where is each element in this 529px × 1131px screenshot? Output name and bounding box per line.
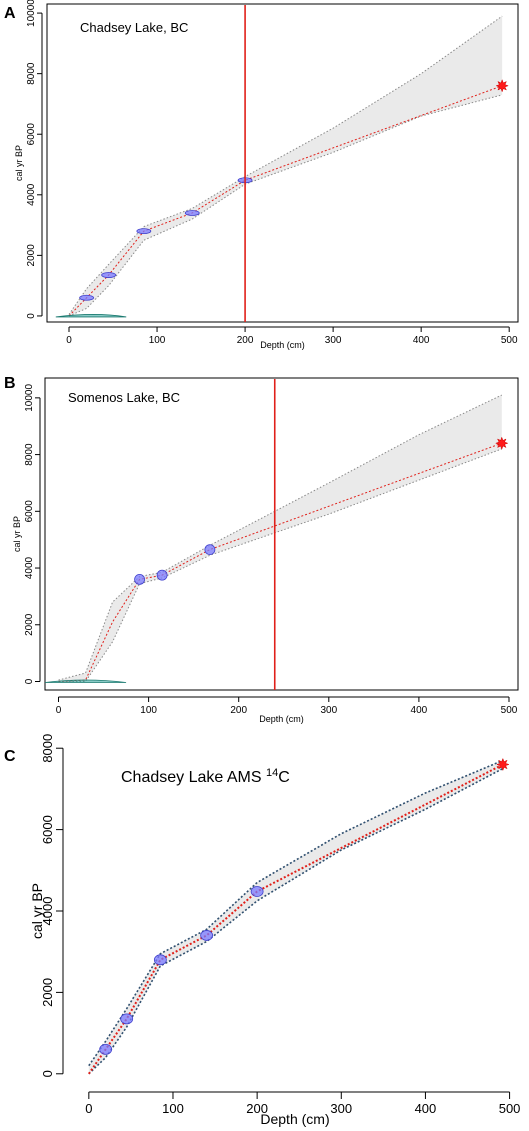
y-tick-label: 0 — [40, 1070, 55, 1077]
x-axis-label: Depth (cm) — [259, 714, 304, 724]
x-tick-label: 200 — [230, 705, 247, 716]
x-axis: 0 100 200 300 400 500 — [56, 696, 518, 716]
dated-sample — [156, 569, 168, 581]
x-tick-label: 200 — [246, 1101, 268, 1116]
y-tick-label: 6000 — [40, 815, 55, 844]
uncertainty-band — [69, 16, 503, 316]
dated-sample — [204, 544, 216, 555]
x-axis-label: Depth (cm) — [260, 340, 305, 350]
median-age-line — [68, 85, 503, 317]
title-superscript: 14 — [266, 767, 278, 779]
surface-age-distribution — [55, 314, 127, 318]
y-axis: 0 2000 4000 6000 8000 10000 — [26, 0, 43, 319]
y-tick-label: 6000 — [26, 123, 37, 146]
basal-age-marker — [495, 79, 509, 93]
upper-bound-line — [58, 394, 502, 681]
y-tick-label: 6000 — [24, 500, 35, 523]
y-tick-label: 8000 — [40, 734, 55, 763]
panel-c: C 0 100 200 300 400 500 Depth (cm) 0 2000 4000 6000… — [4, 734, 520, 1127]
x-tick-label: 500 — [501, 705, 518, 716]
dated-sample — [79, 294, 95, 301]
chart-title: Chadsey Lake, BC — [80, 20, 188, 35]
x-tick-label: 0 — [85, 1101, 92, 1116]
y-tick-label: 10000 — [26, 0, 37, 27]
y-tick-label: 0 — [26, 313, 37, 319]
panel-letter: A — [4, 5, 16, 22]
dated-sample — [153, 954, 167, 966]
dated-sample — [101, 272, 117, 278]
x-tick-label: 100 — [162, 1101, 184, 1116]
upper-bound-line — [88, 759, 504, 1067]
uncertainty-band — [88, 760, 503, 1074]
surface-age-distribution — [44, 679, 127, 683]
y-axis-label: cal yr BP — [29, 883, 45, 939]
y-tick-label: 0 — [24, 678, 35, 684]
dated-sample — [99, 1043, 113, 1055]
y-tick-label: 2000 — [26, 244, 37, 267]
y-tick-label: 8000 — [24, 443, 35, 466]
lower-bound-line — [68, 94, 503, 317]
basal-age-marker — [496, 757, 510, 772]
dated-sample — [250, 886, 264, 897]
y-tick-label: 4000 — [40, 897, 55, 926]
y-axis-label: cal yr BP — [14, 145, 24, 181]
y-axis: 0 2000 4000 6000 8000 — [40, 734, 64, 1077]
x-tick-label: 100 — [140, 705, 157, 716]
plot-frame — [46, 3, 519, 323]
y-tick-label: 10000 — [24, 384, 35, 412]
median-age-line — [88, 763, 504, 1075]
dated-sample — [184, 210, 200, 216]
chart-title: Somenos Lake, BC — [68, 390, 180, 405]
panel-letter: C — [4, 748, 16, 765]
y-axis: 0 2000 4000 6000 8000 10000 — [24, 384, 41, 684]
dated-sample — [120, 1013, 134, 1025]
x-tick-label: 0 — [56, 705, 62, 716]
x-axis: 0 100 200 300 400 500 — [85, 1091, 521, 1116]
dated-sample — [136, 228, 152, 235]
panel-letter: B — [4, 375, 16, 392]
x-axis: 0 100 200 300 400 500 — [66, 326, 518, 346]
dated-sample — [134, 573, 146, 585]
y-tick-label: 2000 — [24, 613, 35, 636]
x-tick-label: 400 — [415, 1101, 437, 1116]
panel-a: A 0 100 200 300 400 500 Depth (cm) 0 2000 4000 6000… — [4, 0, 519, 350]
y-tick-label: 4000 — [26, 183, 37, 206]
x-axis-label: Depth (cm) — [260, 1111, 329, 1127]
x-tick-label: 0 — [66, 335, 72, 346]
x-tick-label: 300 — [325, 335, 342, 346]
x-tick-label: 200 — [237, 335, 254, 346]
lower-bound-line — [58, 448, 502, 682]
median-age-line — [58, 442, 502, 682]
title-suffix: C — [278, 769, 290, 786]
x-tick-label: 400 — [411, 705, 428, 716]
basal-age-marker — [495, 436, 509, 450]
x-tick-label: 500 — [499, 1101, 521, 1116]
upper-bound-line — [68, 15, 503, 315]
x-tick-label: 400 — [413, 335, 430, 346]
plot-frame — [44, 377, 519, 691]
lower-bound-line — [88, 767, 504, 1075]
x-tick-label: 300 — [320, 705, 337, 716]
dated-sample — [200, 930, 214, 941]
x-tick-label: 500 — [501, 335, 518, 346]
uncertainty-band — [58, 395, 502, 682]
y-tick-label: 4000 — [24, 556, 35, 579]
y-tick-label: 8000 — [26, 62, 37, 85]
x-tick-label: 100 — [149, 335, 166, 346]
chart-title: Chadsey Lake AMS 14C — [121, 767, 290, 786]
y-tick-label: 2000 — [40, 978, 55, 1007]
y-axis-label: cal yr BP — [12, 516, 22, 552]
panel-b: B 0 100 200 300 400 500 Depth (cm) 0 2000 4000 6000… — [4, 375, 519, 724]
x-tick-label: 300 — [330, 1101, 352, 1116]
